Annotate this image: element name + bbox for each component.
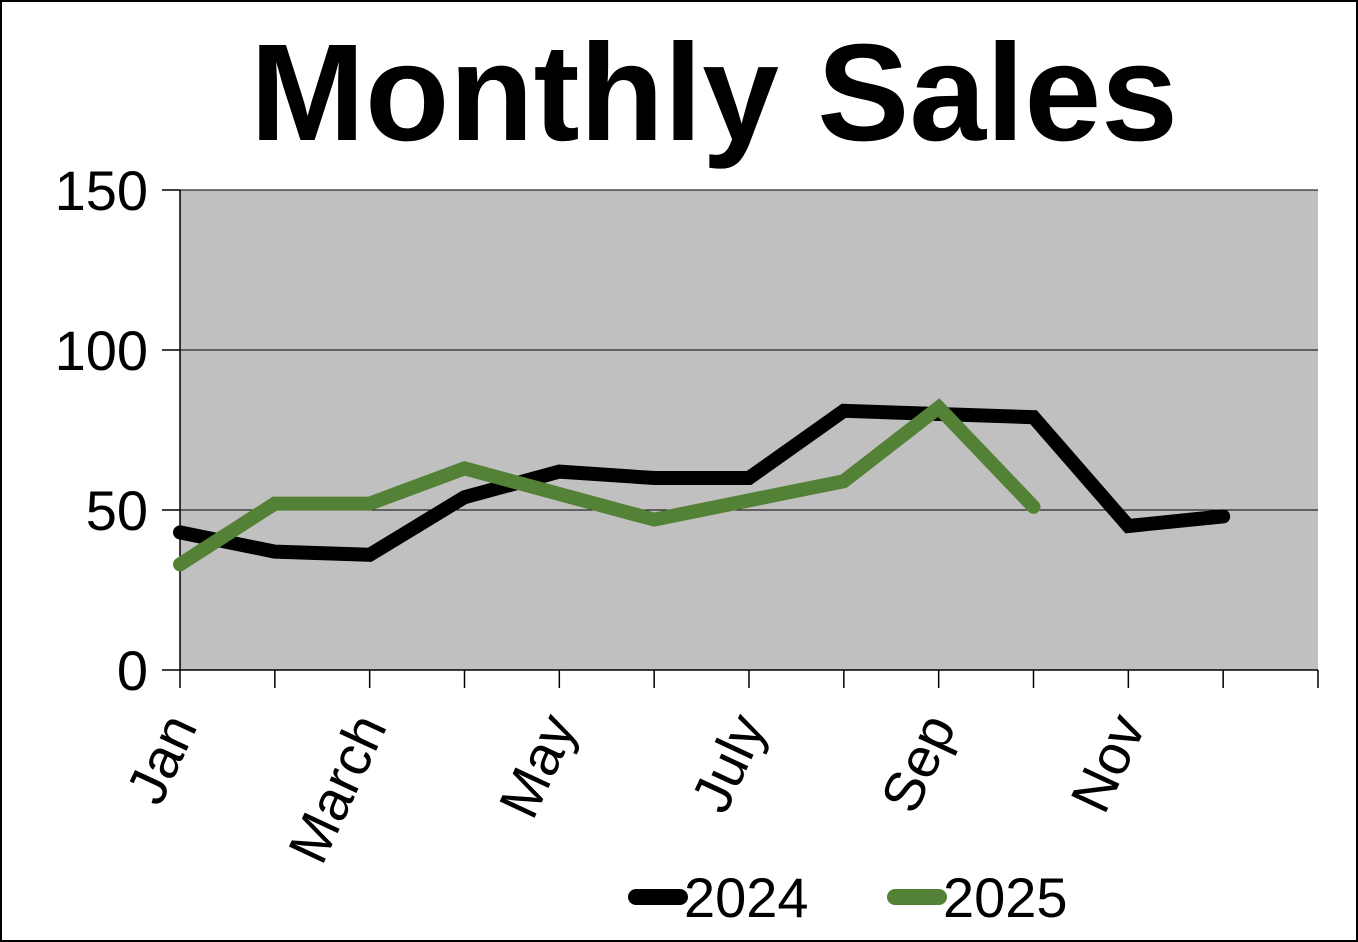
y-tick-label: 150: [55, 159, 148, 222]
legend-label: 2025: [943, 866, 1068, 929]
plot-area: [180, 190, 1318, 670]
y-tick-label: 0: [117, 639, 148, 702]
chart-title: Monthly Sales: [250, 16, 1178, 170]
x-tick-label: May: [486, 704, 588, 827]
x-tick-label: Jan: [114, 704, 209, 812]
series-line-2024: [173, 403, 1231, 562]
legend-label: 2024: [684, 866, 809, 929]
x-tick-label: Sep: [868, 704, 967, 821]
series-line-2025: [173, 398, 1041, 572]
x-tick-label: July: [679, 704, 778, 821]
y-tick-label: 100: [55, 319, 148, 382]
legend-item-2024: 2024: [628, 866, 809, 929]
y-tick-label: 50: [86, 479, 148, 542]
legend-item-2025: 2025: [887, 866, 1068, 929]
x-tick-label: March: [276, 704, 399, 872]
x-tick-label: Nov: [1058, 704, 1157, 821]
